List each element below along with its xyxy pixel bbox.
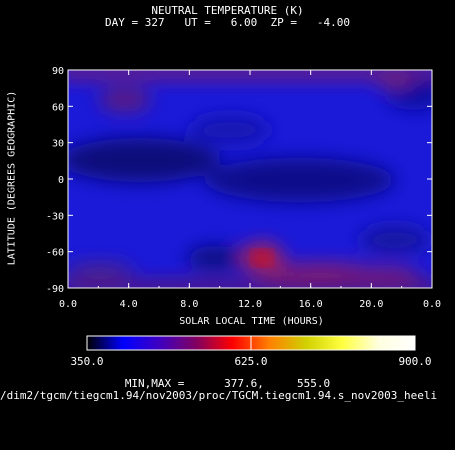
colorbar-tick-label: 900.0 [398, 355, 431, 368]
y-tick-label: 90 [52, 66, 64, 77]
chart-subtitle: DAY = 327 UT = 6.00 ZP = -4.00 [104, 16, 351, 29]
x-tick-label: 4.0 [120, 299, 138, 310]
colorbar-tick-label: 350.0 [70, 355, 103, 368]
x-tick-label: 8.0 [180, 299, 198, 310]
x-axis: 0.0 4.0 8.0 12.0 16.0 20.0 0.0 [59, 70, 441, 310]
heatmap-warm-band [340, 266, 420, 284]
y-axis: -90 -60 -30 0 30 60 90 [46, 66, 432, 295]
y-tick-label: 60 [52, 102, 64, 113]
y-tick-label: 0 [58, 175, 64, 186]
heatmap-field [68, 70, 432, 288]
heatmap-dark-lobe [205, 158, 395, 202]
x-tick-label: 16.0 [299, 299, 323, 310]
heatmap-dark-lobe [68, 138, 220, 182]
y-tick-label: -90 [46, 284, 64, 295]
max-value: 555.0 [297, 377, 331, 390]
colorbar-tick-label: 625.0 [234, 355, 267, 368]
min-value: 377.6, [224, 377, 264, 390]
y-tick-label: 30 [52, 139, 64, 150]
heatmap-warm-band [68, 262, 135, 278]
heatmap-dark-lobe [187, 246, 243, 270]
min-max-readout: MIN,MAX = 377.6, 555.0 [0, 378, 455, 390]
heatmap-dark-lobe [190, 116, 270, 144]
x-tick-label: 0.0 [59, 299, 77, 310]
min-max-label: MIN,MAX = [124, 377, 185, 390]
heatmap-north-warm-spot [375, 72, 415, 88]
x-tick-label: 0.0 [423, 299, 441, 310]
y-axis-label: LATITUDE (DEGREES GEOGRAPHIC) [6, 90, 18, 266]
x-axis-label: SOLAR LOCAL TIME (HOURS) [179, 316, 324, 327]
heatmap-hot-spot [253, 251, 271, 265]
y-tick-label: -30 [46, 211, 64, 222]
x-tick-label: 20.0 [359, 299, 383, 310]
heatmap-north-warm-spot [99, 88, 151, 112]
file-path: /dim2/tgcm/tiegcm1.94/nov2003/proc/TGCM.… [0, 389, 438, 402]
heatmap-dark-lobe [360, 226, 430, 254]
x-tick-label: 12.0 [238, 299, 262, 310]
chart-title: NEUTRAL TEMPERATURE (K) [151, 4, 304, 17]
colorbar-axis: 350.0 625.0 900.0 [70, 336, 432, 368]
y-tick-label: -60 [46, 248, 64, 259]
